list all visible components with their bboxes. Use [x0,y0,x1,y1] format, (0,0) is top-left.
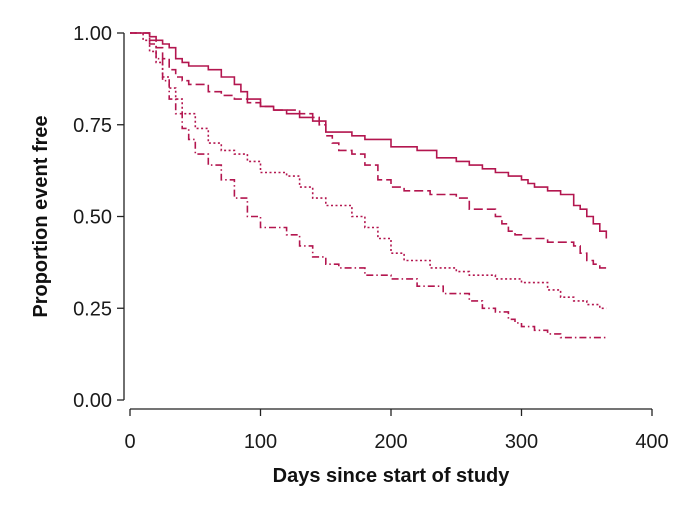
y-axis-label: Proportion event free [30,115,52,317]
survival-curve-dashed [130,32,608,272]
survival-curves [130,32,608,339]
x-axis-ticks: 0 100 200 300 400 [124,409,669,453]
survival-curve-dash-dot [130,32,607,339]
y-axis-ticks: 0.00 0.25 0.50 0.75 1.00 [73,23,124,412]
y-tick-label: 1.00 [73,23,112,45]
x-tick-label: 300 [505,431,538,453]
y-tick-label: 0.25 [73,298,112,320]
x-tick-label: 100 [244,431,277,453]
y-tick-label: 0.00 [73,390,112,412]
survival-curve-solid [130,32,608,239]
survival-curve-dotted [130,32,607,310]
y-tick-label: 0.50 [73,207,112,229]
x-tick-label: 200 [374,431,407,453]
x-tick-label: 0 [124,431,135,453]
y-tick-label: 0.75 [73,115,112,137]
x-axis-label: Days since start of study [273,465,511,487]
x-tick-label: 400 [635,431,668,453]
axes [123,33,652,410]
